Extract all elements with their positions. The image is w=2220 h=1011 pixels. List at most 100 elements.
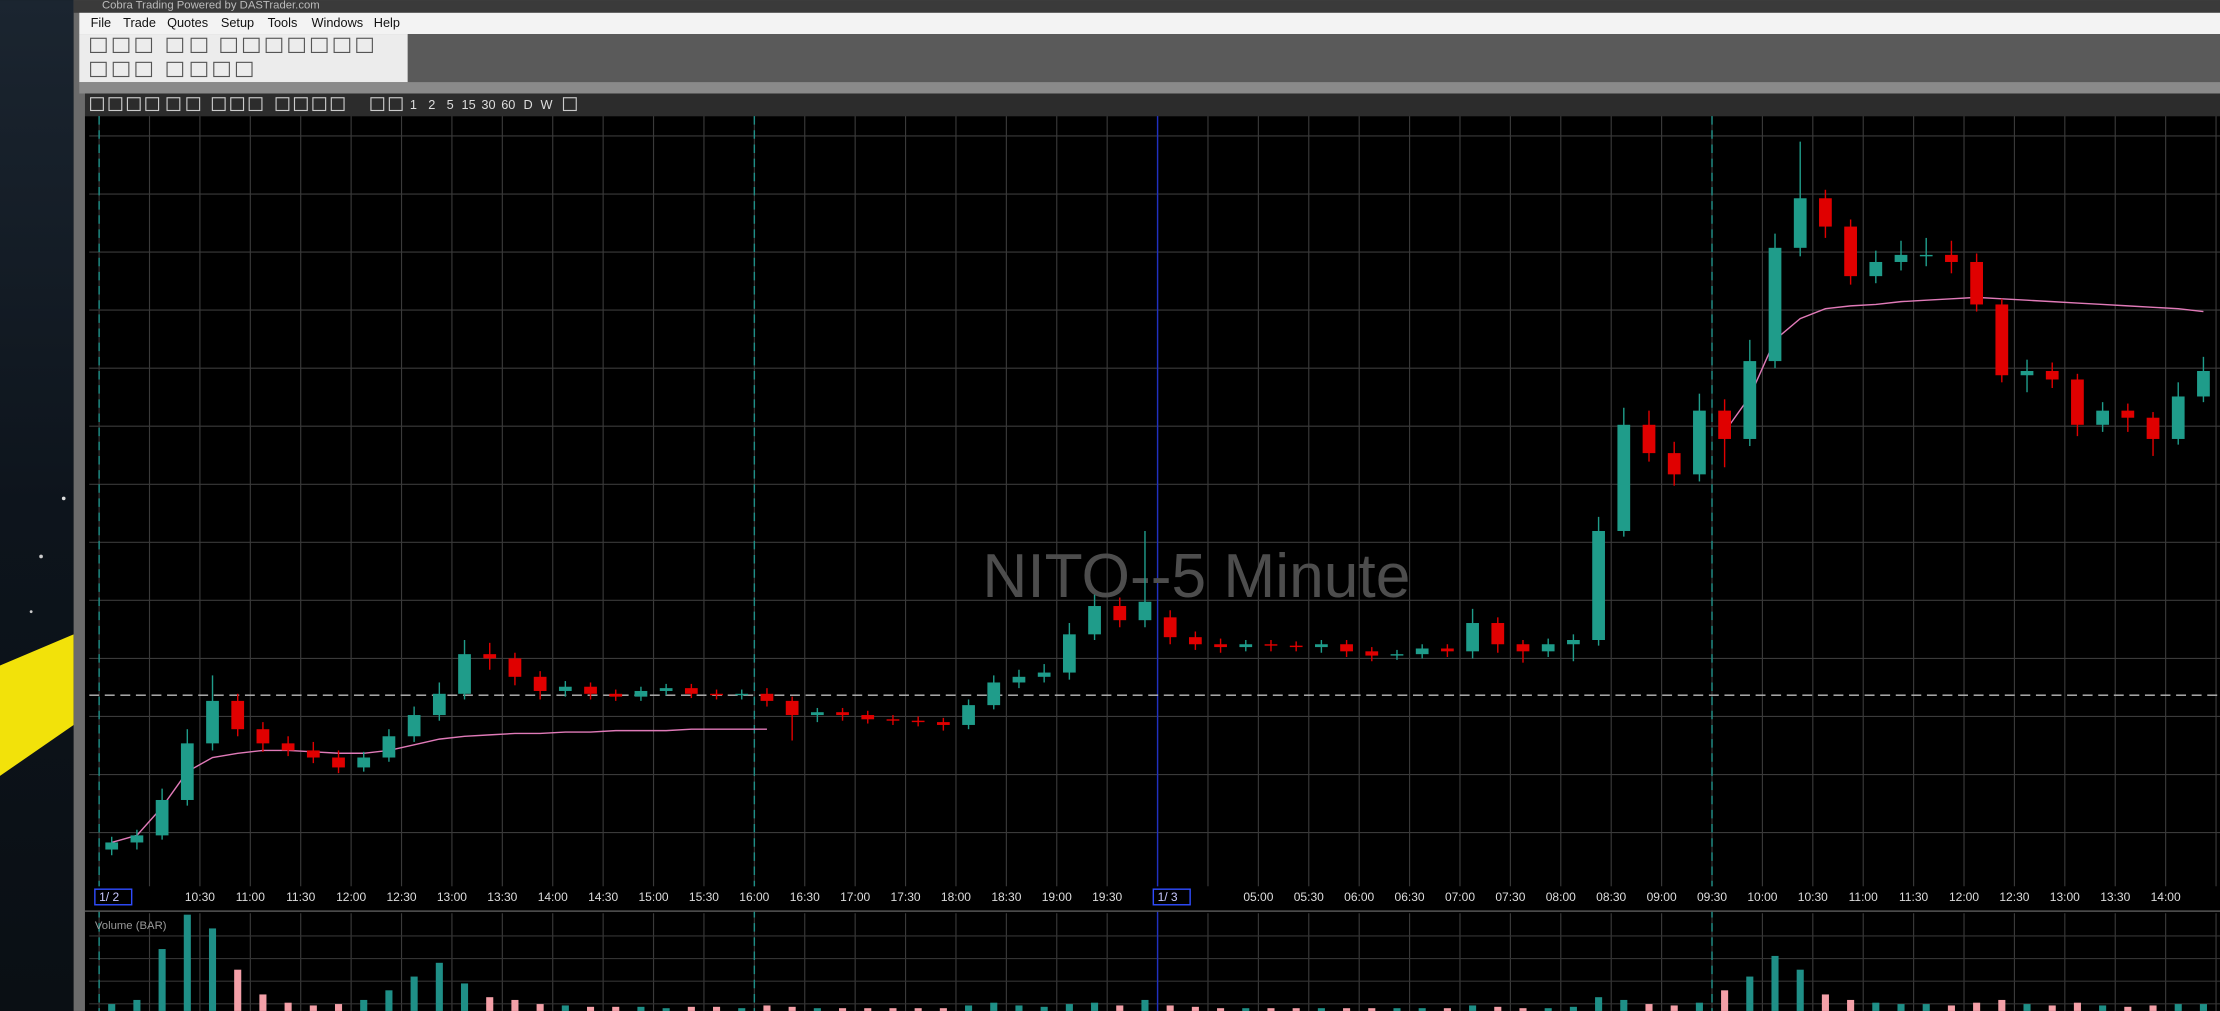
vwap-line <box>1724 296 2204 433</box>
chart-tool-button[interactable] <box>145 97 160 112</box>
menu-item[interactable]: Tools <box>268 15 298 30</box>
chart-tool-button[interactable] <box>248 97 263 112</box>
frame-gap <box>79 82 2220 94</box>
candle-body <box>1264 644 1278 646</box>
interval-button[interactable]: D <box>523 97 532 112</box>
interval-button[interactable]: 60 <box>501 97 515 112</box>
date-label: 1/ 3 <box>1158 890 1178 904</box>
x-tick-label: 13:00 <box>2050 890 2080 904</box>
chart-tool-button[interactable] <box>330 97 345 112</box>
chart-tool-button[interactable] <box>312 97 327 112</box>
candle-body <box>1869 261 1883 277</box>
toolbar-button[interactable] <box>135 61 153 78</box>
candle-body <box>2071 379 2084 425</box>
chart-tool-button[interactable] <box>275 97 290 112</box>
interval-button[interactable]: 1 <box>410 97 417 112</box>
volume-bar <box>1267 1008 1275 1011</box>
interval-button[interactable]: 15 <box>462 97 476 112</box>
toolbar-button[interactable] <box>242 37 260 54</box>
candle-body <box>760 693 774 701</box>
menu-item[interactable]: Windows <box>311 15 363 30</box>
desktop-streak <box>0 634 74 776</box>
volume-bar <box>763 1005 771 1011</box>
chart-watermark: NITO--5 Minute <box>982 542 1410 611</box>
chart-tool-button[interactable] <box>388 97 403 112</box>
toolbar-button[interactable] <box>213 61 230 78</box>
chart-tool-button[interactable] <box>562 97 577 112</box>
candle-body <box>1037 672 1051 677</box>
interval-button[interactable]: 30 <box>481 97 495 112</box>
toolbar-button[interactable] <box>310 37 328 54</box>
chart-tool-button[interactable] <box>230 97 245 112</box>
menu-item[interactable]: Setup <box>221 15 254 30</box>
candle-body <box>281 743 295 751</box>
candle-body <box>332 757 345 768</box>
toolbar-button[interactable] <box>288 37 305 54</box>
volume-bar <box>2073 1002 2081 1011</box>
chart-tool-button[interactable] <box>126 97 141 112</box>
toolbar-button[interactable] <box>112 37 130 54</box>
candle-body <box>684 688 698 694</box>
volume-bar <box>1091 1002 1099 1011</box>
interval-button[interactable]: 5 <box>447 97 454 112</box>
chart-tool-button[interactable] <box>108 97 123 112</box>
candle-body <box>861 715 875 720</box>
candle-body <box>382 736 396 758</box>
chart-tool-button[interactable] <box>166 97 181 112</box>
chart-tool-button[interactable] <box>370 97 385 112</box>
volume-bar <box>738 1008 746 1011</box>
candle-body <box>1919 254 1933 257</box>
candle-body <box>1667 453 1681 475</box>
toolbar-button[interactable] <box>90 61 107 78</box>
toolbar-button[interactable] <box>112 61 130 78</box>
volume-bar <box>586 1006 595 1011</box>
toolbar-button[interactable] <box>190 61 208 78</box>
interval-button[interactable]: W <box>540 97 552 112</box>
x-tick-label: 14:00 <box>2151 890 2181 904</box>
volume-bar <box>1897 1004 1905 1011</box>
chart-tool-button[interactable] <box>90 97 104 112</box>
toolbar-button[interactable] <box>220 37 238 54</box>
volume-bar <box>309 1005 317 1011</box>
star <box>29 610 33 614</box>
toolbar-button[interactable] <box>166 37 184 54</box>
toolbar-button[interactable] <box>166 61 184 78</box>
candle-body <box>810 712 824 716</box>
toolbar-button[interactable] <box>235 61 253 78</box>
menu-item[interactable]: Quotes <box>167 15 208 30</box>
toolbar-button[interactable] <box>190 37 208 54</box>
candle-body <box>1289 645 1303 648</box>
chart-tool-button[interactable] <box>186 97 201 112</box>
x-tick-label: 08:30 <box>1596 890 1626 904</box>
x-tick-label: 13:30 <box>2100 890 2130 904</box>
toolbar-button[interactable] <box>356 37 373 54</box>
candle-body <box>1970 261 1983 305</box>
x-tick-label: 13:00 <box>437 890 467 904</box>
menu-item[interactable]: Trade <box>123 15 156 30</box>
candle-body <box>306 750 320 758</box>
volume-bar <box>259 994 267 1011</box>
volume-bar <box>1796 969 1804 1011</box>
candle-body <box>962 705 975 725</box>
candle-body <box>1819 198 1832 227</box>
volume-bar <box>1494 1006 1502 1011</box>
volume-bar <box>1065 1004 1073 1011</box>
chart-tool-button[interactable] <box>293 97 308 112</box>
volume-bar <box>788 1006 796 1011</box>
toolbar-button[interactable] <box>135 37 153 54</box>
menu-bar <box>79 12 2220 35</box>
toolbar-button[interactable] <box>90 37 107 54</box>
volume-bar <box>1998 999 2006 1011</box>
toolbar-button[interactable] <box>333 37 351 54</box>
volume-bar <box>813 1008 821 1011</box>
candle-body <box>1642 424 1656 454</box>
volume-bar <box>1418 1008 1426 1011</box>
candle-body <box>1945 254 1958 262</box>
menu-item[interactable]: File <box>91 15 112 30</box>
date-label-box <box>94 888 133 906</box>
menu-item[interactable]: Help <box>374 15 400 30</box>
candle-body <box>2045 370 2059 380</box>
interval-button[interactable]: 2 <box>428 97 435 112</box>
toolbar-button[interactable] <box>265 37 283 54</box>
chart-tool-button[interactable] <box>211 97 226 112</box>
